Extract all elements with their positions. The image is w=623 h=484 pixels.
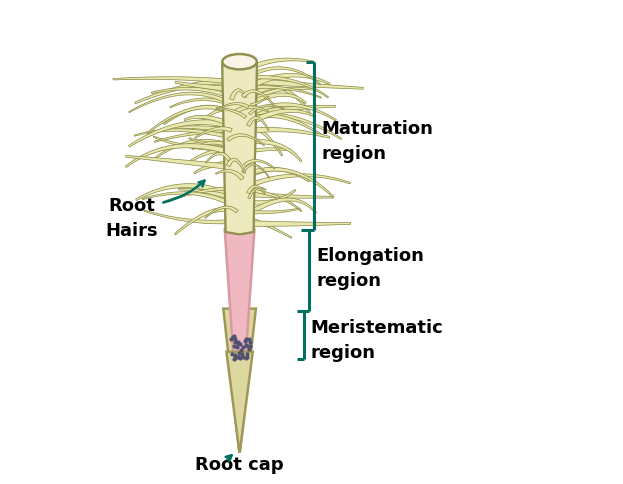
Polygon shape: [169, 99, 236, 109]
Polygon shape: [128, 121, 232, 148]
Polygon shape: [135, 79, 234, 105]
Polygon shape: [229, 90, 247, 101]
Polygon shape: [164, 106, 238, 125]
Polygon shape: [236, 87, 321, 99]
Polygon shape: [241, 128, 330, 139]
Polygon shape: [189, 138, 232, 147]
Polygon shape: [242, 91, 274, 106]
Polygon shape: [187, 109, 239, 136]
Polygon shape: [206, 153, 231, 164]
Polygon shape: [226, 159, 245, 174]
Polygon shape: [134, 130, 229, 139]
Polygon shape: [247, 192, 333, 199]
Polygon shape: [223, 309, 256, 453]
Polygon shape: [242, 165, 270, 179]
Polygon shape: [235, 76, 328, 99]
Ellipse shape: [222, 55, 257, 70]
Polygon shape: [237, 127, 283, 157]
Polygon shape: [239, 168, 334, 198]
Polygon shape: [245, 88, 315, 106]
Polygon shape: [216, 170, 244, 181]
Polygon shape: [153, 140, 234, 161]
Polygon shape: [147, 106, 234, 134]
Polygon shape: [144, 211, 232, 225]
Text: Root cap: Root cap: [195, 454, 284, 472]
Polygon shape: [205, 207, 238, 219]
Polygon shape: [194, 128, 232, 139]
Polygon shape: [142, 192, 229, 205]
Text: Meristematic
region: Meristematic region: [310, 318, 444, 362]
Polygon shape: [250, 78, 363, 90]
Polygon shape: [250, 97, 269, 107]
Polygon shape: [240, 110, 313, 132]
Polygon shape: [249, 168, 310, 182]
Polygon shape: [235, 106, 269, 114]
Polygon shape: [173, 126, 242, 135]
Polygon shape: [235, 59, 313, 79]
Polygon shape: [194, 160, 237, 175]
Polygon shape: [240, 94, 307, 111]
Polygon shape: [175, 82, 241, 93]
Polygon shape: [238, 215, 292, 239]
Polygon shape: [246, 68, 321, 86]
Polygon shape: [245, 190, 296, 206]
Polygon shape: [218, 103, 249, 110]
Polygon shape: [179, 189, 230, 200]
Polygon shape: [244, 149, 292, 154]
Polygon shape: [126, 156, 239, 171]
Polygon shape: [151, 88, 244, 106]
Polygon shape: [216, 108, 247, 119]
Text: Root
Hairs: Root Hairs: [105, 197, 158, 240]
Polygon shape: [248, 188, 266, 199]
Polygon shape: [136, 184, 238, 202]
Polygon shape: [249, 87, 311, 115]
Polygon shape: [249, 106, 336, 117]
Polygon shape: [244, 160, 275, 169]
Polygon shape: [125, 144, 231, 168]
Polygon shape: [174, 208, 240, 235]
Polygon shape: [249, 114, 341, 140]
Polygon shape: [249, 115, 324, 138]
Polygon shape: [155, 129, 234, 143]
Text: Elongation
region: Elongation region: [316, 247, 424, 290]
Polygon shape: [225, 230, 254, 362]
Polygon shape: [249, 106, 284, 116]
Polygon shape: [238, 174, 351, 193]
Polygon shape: [245, 209, 300, 214]
Polygon shape: [235, 140, 302, 163]
Polygon shape: [226, 352, 253, 453]
Polygon shape: [247, 117, 269, 131]
Polygon shape: [247, 186, 265, 195]
Polygon shape: [113, 77, 229, 85]
Polygon shape: [249, 198, 316, 216]
Polygon shape: [249, 221, 351, 227]
Polygon shape: [248, 74, 330, 91]
Polygon shape: [227, 135, 265, 147]
Polygon shape: [164, 187, 243, 203]
Polygon shape: [242, 188, 302, 212]
Polygon shape: [222, 65, 257, 235]
Polygon shape: [153, 136, 228, 151]
Polygon shape: [222, 65, 257, 235]
Polygon shape: [184, 116, 244, 133]
Polygon shape: [192, 142, 244, 157]
Text: Maturation
region: Maturation region: [321, 120, 433, 163]
Polygon shape: [187, 149, 230, 165]
Polygon shape: [242, 104, 336, 121]
Polygon shape: [129, 93, 229, 113]
